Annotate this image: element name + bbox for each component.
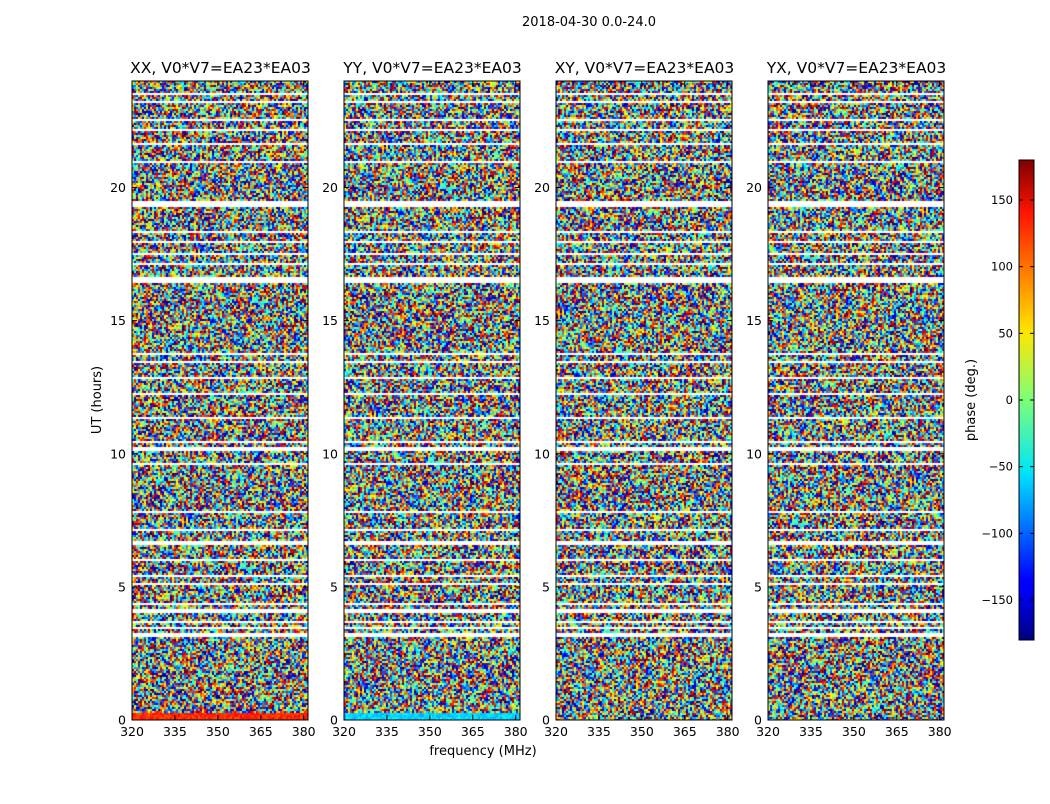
y-tick-label: 5 bbox=[754, 579, 762, 594]
x-tick-label: 380 bbox=[928, 724, 952, 739]
x-axis-label: frequency (MHz) bbox=[429, 744, 536, 759]
x-tick-label: 380 bbox=[504, 724, 528, 739]
x-tick-label: 320 bbox=[332, 724, 356, 739]
y-tick-label: 10 bbox=[322, 446, 338, 461]
y-tick-label: 20 bbox=[746, 180, 762, 195]
phase-heatmap-image bbox=[556, 81, 732, 720]
x-tick-label: 380 bbox=[716, 724, 740, 739]
y-tick-label: 10 bbox=[110, 446, 126, 461]
y-tick-label: 5 bbox=[330, 579, 338, 594]
x-tick-label: 365 bbox=[673, 724, 697, 739]
y-tick-label: 15 bbox=[746, 313, 762, 328]
colorbar: phase (deg.) 150 100 50 0 −50 −100 −150 bbox=[964, 159, 1035, 641]
y-axis-label: UT (hours) bbox=[90, 366, 105, 434]
panel-yy: YY, V0*V7=EA23*EA03 frequency (MHz) 320 3… bbox=[322, 59, 537, 759]
x-tick-label: 350 bbox=[630, 724, 654, 739]
x-tick-label: 335 bbox=[587, 724, 611, 739]
colorbar-tick-label: 50 bbox=[998, 326, 1013, 340]
colorbar-tick-label: 0 bbox=[1006, 393, 1013, 407]
phase-heatmap-image bbox=[768, 81, 944, 720]
x-tick-label: 335 bbox=[163, 724, 187, 739]
x-tick-label: 350 bbox=[206, 724, 230, 739]
colorbar-tick-label: 150 bbox=[991, 193, 1013, 207]
phase-heatmap-image bbox=[132, 81, 308, 720]
y-tick-label: 15 bbox=[110, 313, 126, 328]
panel-title: YX, V0*V7=EA23*EA03 bbox=[766, 59, 947, 77]
x-tick-label: 380 bbox=[292, 724, 316, 739]
x-tick-label: 320 bbox=[120, 724, 144, 739]
y-tick-label: 5 bbox=[542, 579, 550, 594]
y-tick-label: 0 bbox=[330, 713, 338, 728]
x-tick-label: 350 bbox=[842, 724, 866, 739]
y-tick-label: 15 bbox=[534, 313, 550, 328]
phase-heatmap-image bbox=[344, 81, 520, 720]
y-tick-label: 15 bbox=[322, 313, 338, 328]
panel-title: YY, V0*V7=EA23*EA03 bbox=[342, 59, 521, 77]
x-tick-label: 335 bbox=[375, 724, 399, 739]
x-tick-label: 320 bbox=[544, 724, 568, 739]
plot-frame bbox=[555, 80, 733, 721]
colorbar-tick-label: −100 bbox=[981, 526, 1013, 540]
colorbar-tick-label: −150 bbox=[981, 593, 1013, 607]
y-tick-label: 10 bbox=[746, 446, 762, 461]
colorbar-ticks: 150 100 50 0 −50 −100 −150 bbox=[981, 193, 1034, 607]
panel-title: XY, V0*V7=EA23*EA03 bbox=[555, 59, 735, 77]
y-tick-label: 5 bbox=[118, 579, 126, 594]
y-tick-label: 0 bbox=[754, 713, 762, 728]
x-tick-label: 320 bbox=[756, 724, 780, 739]
plot-frame bbox=[767, 80, 945, 721]
x-tick-label: 365 bbox=[249, 724, 273, 739]
panel-xx: XX, V0*V7=EA23*EA03 UT (hours) 320 335 350… bbox=[90, 59, 316, 739]
y-tick-label: 0 bbox=[118, 713, 126, 728]
colorbar-label: phase (deg.) bbox=[964, 359, 979, 441]
y-tick-label: 0 bbox=[542, 713, 550, 728]
y-tick-label: 20 bbox=[110, 180, 126, 195]
y-tick-label: 20 bbox=[322, 180, 338, 195]
panel-xy: XY, V0*V7=EA23*EA03 320 335 350 365 380 0 5 10 1… bbox=[534, 59, 740, 739]
panel-yx: YX, V0*V7=EA23*EA03 320 335 350 365 380 0 5 10 1… bbox=[746, 59, 952, 739]
y-tick-label: 20 bbox=[534, 180, 550, 195]
figure-title: 2018-04-30 0.0-24.0 bbox=[522, 15, 656, 30]
x-tick-label: 365 bbox=[461, 724, 485, 739]
colorbar-tick-label: −50 bbox=[989, 460, 1013, 474]
x-tick-label: 350 bbox=[418, 724, 442, 739]
y-tick-label: 10 bbox=[534, 446, 550, 461]
panel-title: XX, V0*V7=EA23*EA03 bbox=[130, 59, 311, 77]
plot-frame bbox=[343, 80, 521, 721]
plot-frame bbox=[131, 80, 309, 721]
x-tick-label: 365 bbox=[885, 724, 909, 739]
colorbar-tick-label: 100 bbox=[991, 260, 1013, 274]
x-tick-label: 335 bbox=[799, 724, 823, 739]
